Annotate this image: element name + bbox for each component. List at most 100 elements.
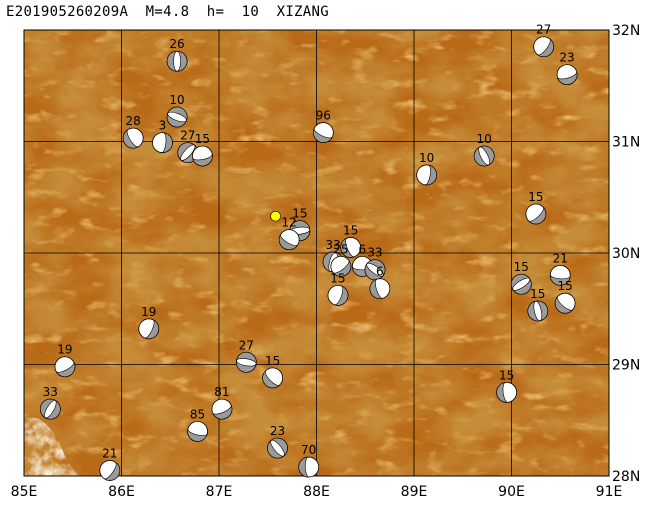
focal-mechanism: 19 <box>138 305 160 340</box>
focal-mechanism: 10 <box>166 93 188 128</box>
focal-mechanism: 15 <box>510 260 532 295</box>
depth-label: 15 <box>265 354 280 368</box>
compressional-quadrant <box>340 237 355 258</box>
depth-label: 28 <box>126 114 141 128</box>
lon-tick-label: 87E <box>206 484 233 500</box>
epicenter-marker <box>270 210 281 222</box>
depth-label: 25 <box>333 242 348 256</box>
lat-tick-label: 31N <box>612 135 640 151</box>
focal-mechanism: 15 <box>554 279 576 314</box>
focal-mechanism: 21 <box>549 251 571 286</box>
depth-label: 15 <box>514 260 529 274</box>
depth-label: 10 <box>477 132 492 146</box>
lon-tick-label: 90E <box>498 484 525 500</box>
depth-label: 33 <box>325 238 340 252</box>
focal-mechanism: 70 <box>298 443 320 478</box>
depth-label: 10 <box>419 151 434 165</box>
depth-label: 26 <box>169 37 184 51</box>
compressional-quadrant <box>166 50 178 72</box>
focal-mechanism: 19 <box>54 343 76 378</box>
compressional-quadrant <box>479 145 495 166</box>
focal-mechanism: 15 <box>496 368 518 403</box>
compressional-quadrant <box>332 260 352 277</box>
compressional-quadrant <box>212 405 233 420</box>
lat-tick-label: 28N <box>612 469 640 485</box>
depth-label: 15 <box>557 279 572 293</box>
compressional-quadrant <box>535 300 549 322</box>
compressional-quadrant <box>236 352 257 364</box>
focal-mechanism: 33 <box>39 385 61 420</box>
focal-mechanism: 15 <box>262 354 284 389</box>
compressional-quadrant <box>271 437 288 457</box>
depth-label: 33 <box>43 385 58 399</box>
focal-mechanism: 12 <box>278 216 300 251</box>
focal-mechanism: 15 <box>525 190 547 225</box>
lon-tick-label: 86E <box>108 484 135 500</box>
compressional-quadrant <box>161 132 173 153</box>
graticule <box>24 30 609 476</box>
depth-label: 27 <box>239 338 254 352</box>
depth-label: 85 <box>190 407 205 421</box>
depth-label: 81 <box>214 385 229 399</box>
focal-mechanism: 15 <box>327 271 349 306</box>
compressional-quadrant <box>103 461 121 481</box>
focal-mechanism: 23 <box>267 424 288 459</box>
depth-label: 19 <box>57 343 72 357</box>
depth-label: 27 <box>536 23 551 37</box>
depth-label: 15 <box>528 190 543 204</box>
depth-label: 33 <box>367 246 382 260</box>
focal-mechanism: 10 <box>473 132 495 167</box>
compressional-quadrant <box>144 319 160 340</box>
depth-label: 15 <box>530 287 545 301</box>
compressional-quadrant <box>187 428 208 442</box>
depth-label: 10 <box>169 93 184 107</box>
latitude-tick-labels: 32N 31N 30N 29N 28N <box>612 23 640 485</box>
depth-label: 23 <box>270 424 285 438</box>
depth-label: 19 <box>141 305 156 319</box>
compressional-quadrant <box>496 382 508 403</box>
compressional-quadrant <box>262 370 280 389</box>
compressional-quadrant <box>313 128 333 143</box>
longitude-tick-labels: 85E 86E 87E 88E 89E 90E 91E <box>11 484 623 500</box>
focal-mechanism: 6 <box>369 265 391 300</box>
focal-mechanism: 26 <box>166 37 188 72</box>
compressional-quadrant <box>369 278 383 299</box>
depth-label: 15 <box>330 271 345 285</box>
depth-label: 15 <box>195 132 210 146</box>
focal-mechanism: 15 <box>192 132 213 167</box>
depth-label: 21 <box>553 251 568 265</box>
compressional-quadrant <box>40 398 56 419</box>
focal-mechanism: 15 <box>340 223 362 258</box>
depth-label: 12 <box>282 216 297 230</box>
compressional-quadrant <box>167 106 188 121</box>
compressional-quadrant <box>424 164 437 186</box>
focal-mechanism: 27 <box>533 23 555 58</box>
focal-mechanism: 85 <box>187 407 208 442</box>
depth-label: 27 <box>180 129 195 143</box>
compressional-quadrant <box>554 296 573 314</box>
depth-label: 3 <box>159 119 167 133</box>
focal-mechanism: 3 <box>152 119 173 154</box>
focal-mechanism: 33 <box>364 246 386 281</box>
lon-tick-label: 88E <box>303 484 330 500</box>
focal-mechanism: 23 <box>556 51 578 85</box>
focal-mechanism: 27 <box>235 338 257 373</box>
focal-mechanism: 15 <box>527 287 549 322</box>
depth-label: 15 <box>292 207 307 221</box>
depth-label: 96 <box>316 109 331 123</box>
lat-tick-label: 29N <box>612 358 640 374</box>
depth-label: 6 <box>359 242 367 256</box>
lon-tick-label: 89E <box>401 484 428 500</box>
compressional-quadrant <box>537 38 554 57</box>
event-title: E201905260209A M=4.8 h= 10 XIZANG <box>6 4 329 20</box>
focal-mechanism: 21 <box>99 446 121 481</box>
compressional-quadrant <box>549 274 571 286</box>
depth-label: 15 <box>499 368 514 382</box>
depth-label: 6 <box>376 265 384 279</box>
focal-mechanism: 96 <box>312 109 334 143</box>
depth-label: 23 <box>559 51 574 65</box>
focal-mechanism: 25 <box>330 242 352 277</box>
depth-label: 15 <box>343 223 358 237</box>
